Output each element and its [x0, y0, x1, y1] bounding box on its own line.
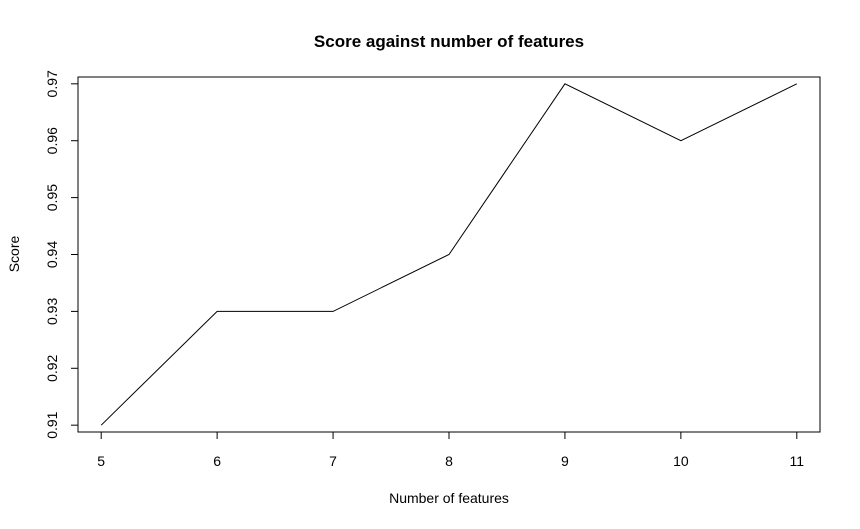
y-tick-label: 0.93: [44, 298, 60, 325]
series-line: [100, 83, 798, 426]
y-tick-label: 0.94: [44, 241, 60, 268]
x-tick-label: 6: [213, 453, 221, 469]
x-tick-label: 5: [97, 453, 105, 469]
x-tick-label: 11: [790, 453, 805, 469]
y-tick-label: 0.96: [44, 127, 60, 154]
x-tick-label: 9: [561, 453, 569, 469]
y-tick-label: 0.97: [44, 70, 60, 97]
y-tick-label: 0.91: [44, 411, 60, 438]
x-axis-label: Number of features: [389, 490, 509, 506]
series-group: [100, 83, 798, 426]
y-axis: 0.91 0.92 0.93 0.94 0.95 0.96 0.97: [44, 70, 79, 439]
chart-title: Score against number of features: [314, 32, 584, 51]
y-tick-label: 0.95: [44, 184, 60, 211]
y-tick-label: 0.92: [44, 354, 60, 381]
x-tick-label: 10: [673, 453, 689, 469]
y-axis-label: Score: [6, 236, 22, 273]
x-axis: 5 6 7 8 9 10 11: [97, 431, 805, 469]
x-tick-label: 8: [445, 453, 453, 469]
x-tick-label: 7: [329, 453, 337, 469]
